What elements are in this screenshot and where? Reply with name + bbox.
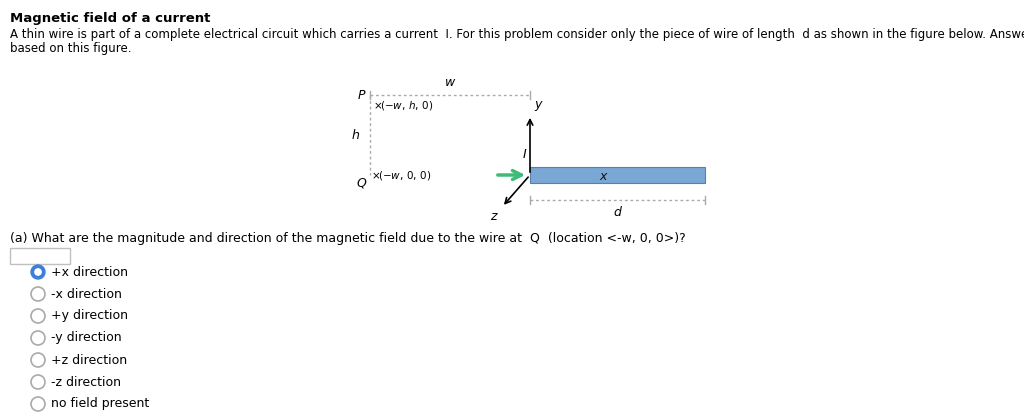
Text: A thin wire is part of a complete electrical circuit which carries a current  I.: A thin wire is part of a complete electr… — [10, 28, 1024, 41]
Circle shape — [35, 269, 41, 275]
Bar — [530, 167, 705, 183]
Circle shape — [31, 309, 45, 323]
Text: -x direction: -x direction — [51, 287, 122, 301]
Text: $\times\!(-w,\,h,\,0)$: $\times\!(-w,\,h,\,0)$ — [373, 99, 433, 112]
Bar — [10, 248, 70, 264]
Text: based on this figure.: based on this figure. — [10, 42, 131, 55]
Text: $z$: $z$ — [490, 210, 499, 223]
Text: $h$: $h$ — [351, 128, 360, 142]
Text: Magnetic field of a current: Magnetic field of a current — [10, 12, 210, 25]
Text: $I$: $I$ — [521, 148, 527, 161]
Circle shape — [31, 265, 45, 279]
Text: -z direction: -z direction — [51, 375, 121, 389]
Text: $x$: $x$ — [599, 169, 608, 183]
Text: $Q$: $Q$ — [355, 176, 367, 190]
Text: $w$: $w$ — [443, 76, 456, 89]
Circle shape — [31, 375, 45, 389]
Text: $y$: $y$ — [534, 99, 544, 113]
Text: $P$: $P$ — [357, 88, 367, 101]
Text: no field present: no field present — [51, 397, 150, 410]
Text: $\times\!(-w,\,0,\,0)$: $\times\!(-w,\,0,\,0)$ — [371, 168, 431, 181]
Text: +z direction: +z direction — [51, 354, 127, 367]
Text: (a) What are the magnitude and direction of the magnetic field due to the wire a: (a) What are the magnitude and direction… — [10, 232, 686, 245]
Text: $d$: $d$ — [612, 205, 623, 219]
Circle shape — [31, 397, 45, 411]
Circle shape — [31, 353, 45, 367]
Text: +y direction: +y direction — [51, 309, 128, 322]
Circle shape — [31, 287, 45, 301]
Circle shape — [31, 331, 45, 345]
Text: +x direction: +x direction — [51, 266, 128, 279]
Text: -y direction: -y direction — [51, 332, 122, 344]
